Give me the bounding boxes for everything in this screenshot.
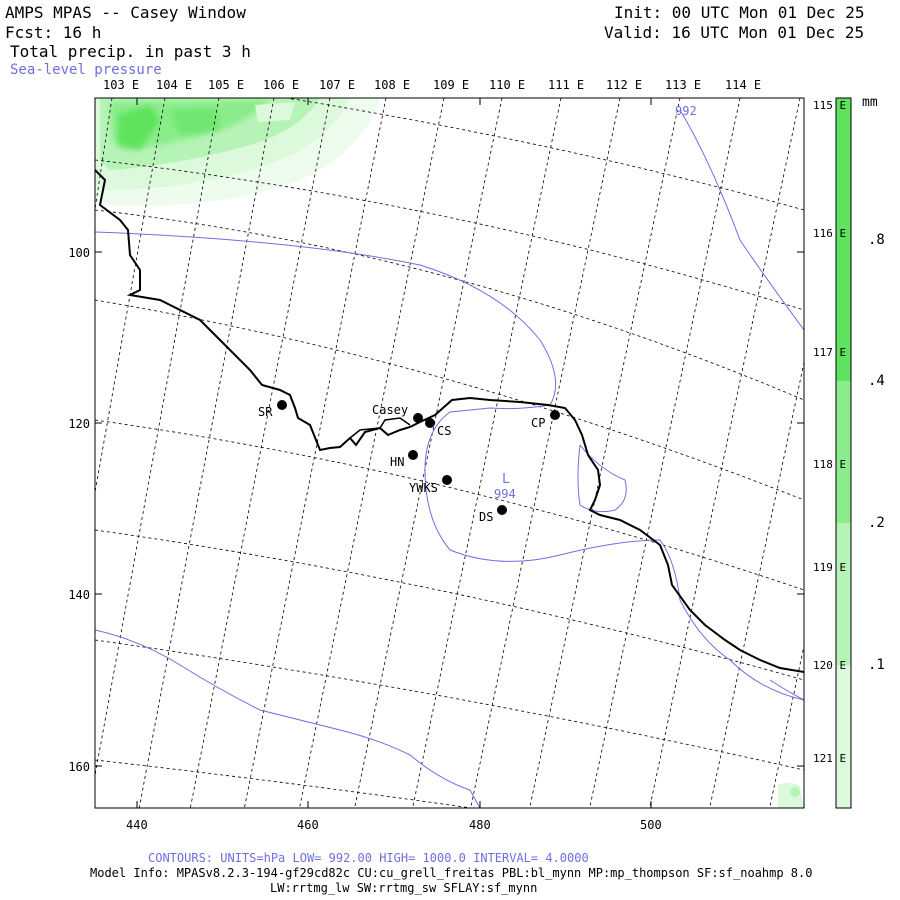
station-dot-hn <box>408 450 418 460</box>
forecast-hour: Fcst: 16 h <box>5 23 102 42</box>
y-axis-label: 120 <box>68 417 90 431</box>
y-axis-label: 100 <box>68 246 90 260</box>
field-precip-label: Total precip. in past 3 h <box>10 42 251 61</box>
slp-contours <box>95 109 804 808</box>
y-axis-label: 140 <box>68 588 90 602</box>
x-axis-label: 480 <box>469 818 491 832</box>
model-info: Model Info: MPASv8.2.3-194-gf29cd82c CU:… <box>90 866 813 880</box>
station-label-hn: HN <box>390 455 405 469</box>
station-dot-ds <box>497 505 507 515</box>
colorbar-swatch <box>836 665 851 808</box>
lon-label: 104 E <box>156 78 193 92</box>
right-lon-label: 117 E <box>813 346 847 359</box>
station-dot-casey <box>413 413 423 423</box>
colorbar-label: .2 <box>868 515 885 531</box>
lon-label: 109 E <box>433 78 470 92</box>
lon-gridlines <box>95 98 804 808</box>
station-label-cs: CS <box>437 424 452 438</box>
lon-label: 108 E <box>374 78 411 92</box>
station-label-ywks: YWKS <box>409 481 438 495</box>
contour-info: CONTOURS: UNITS=hPa LOW= 992.00 HIGH= 10… <box>148 851 589 865</box>
station-label-casey: Casey <box>372 403 409 417</box>
station-label-cp: CP <box>531 416 546 430</box>
x-axis-label: 440 <box>126 818 148 832</box>
low-pressure-value: 994 <box>494 487 516 501</box>
colorbar-swatch <box>836 98 851 381</box>
lon-label: 106 E <box>263 78 300 92</box>
plot-title: AMPS MPAS -- Casey Window <box>5 3 246 22</box>
lon-label: 112 E <box>606 78 643 92</box>
right-lon-label: 119 E <box>813 561 847 574</box>
lon-label: 113 E <box>665 78 702 92</box>
precip-shading <box>95 98 804 808</box>
right-lon-label: 121 E <box>813 752 847 765</box>
init-time: Init: 00 UTC Mon 01 Dec 25 <box>614 3 865 22</box>
lon-label: 110 E <box>489 78 526 92</box>
coastline <box>95 169 804 673</box>
colorbar-label: .8 <box>868 232 885 248</box>
contour-label: 992 <box>675 104 697 118</box>
station-dot-ywks <box>442 475 452 485</box>
lon-label: 114 E <box>725 78 762 92</box>
model-info-line2: LW:rrtmg_lw SW:rrtmg_sw SFLAY:sf_mynn <box>270 881 538 895</box>
right-lon-label: 120 E <box>813 659 847 672</box>
y-axis-label: 160 <box>68 760 90 774</box>
station-label-sr: SR <box>258 405 273 419</box>
right-lon-label: 118 E <box>813 458 847 471</box>
coastline-inlet <box>349 417 411 439</box>
colorbar-unit: mm <box>862 95 878 110</box>
valid-time: Valid: 16 UTC Mon 01 Dec 25 <box>604 23 865 42</box>
y-axis-ticks <box>95 251 804 767</box>
colorbar-label: .4 <box>868 373 885 389</box>
field-slp-label: Sea-level pressure <box>10 62 162 78</box>
plot-frame <box>94 97 805 809</box>
lon-label: 107 E <box>319 78 356 92</box>
x-axis-label: 460 <box>297 818 319 832</box>
station-dot-sr <box>277 400 287 410</box>
right-lon-label: 115 E <box>813 99 847 112</box>
lon-label: 111 E <box>548 78 585 92</box>
x-axis-ticks <box>136 98 652 808</box>
colorbar-swatch <box>836 523 851 665</box>
lon-label: 105 E <box>208 78 245 92</box>
colorbar-label: .1 <box>868 657 885 673</box>
station-markers <box>277 400 560 515</box>
station-dot-cp <box>550 410 560 420</box>
colorbar <box>835 97 852 809</box>
right-lon-label: 116 E <box>813 227 847 240</box>
x-axis-label: 500 <box>640 818 662 832</box>
lon-label: 103 E <box>103 78 140 92</box>
colorbar-swatch <box>836 381 851 523</box>
station-dot-cs <box>425 418 435 428</box>
low-pressure-symbol: L <box>502 472 510 487</box>
station-label-ds: DS <box>479 510 494 524</box>
